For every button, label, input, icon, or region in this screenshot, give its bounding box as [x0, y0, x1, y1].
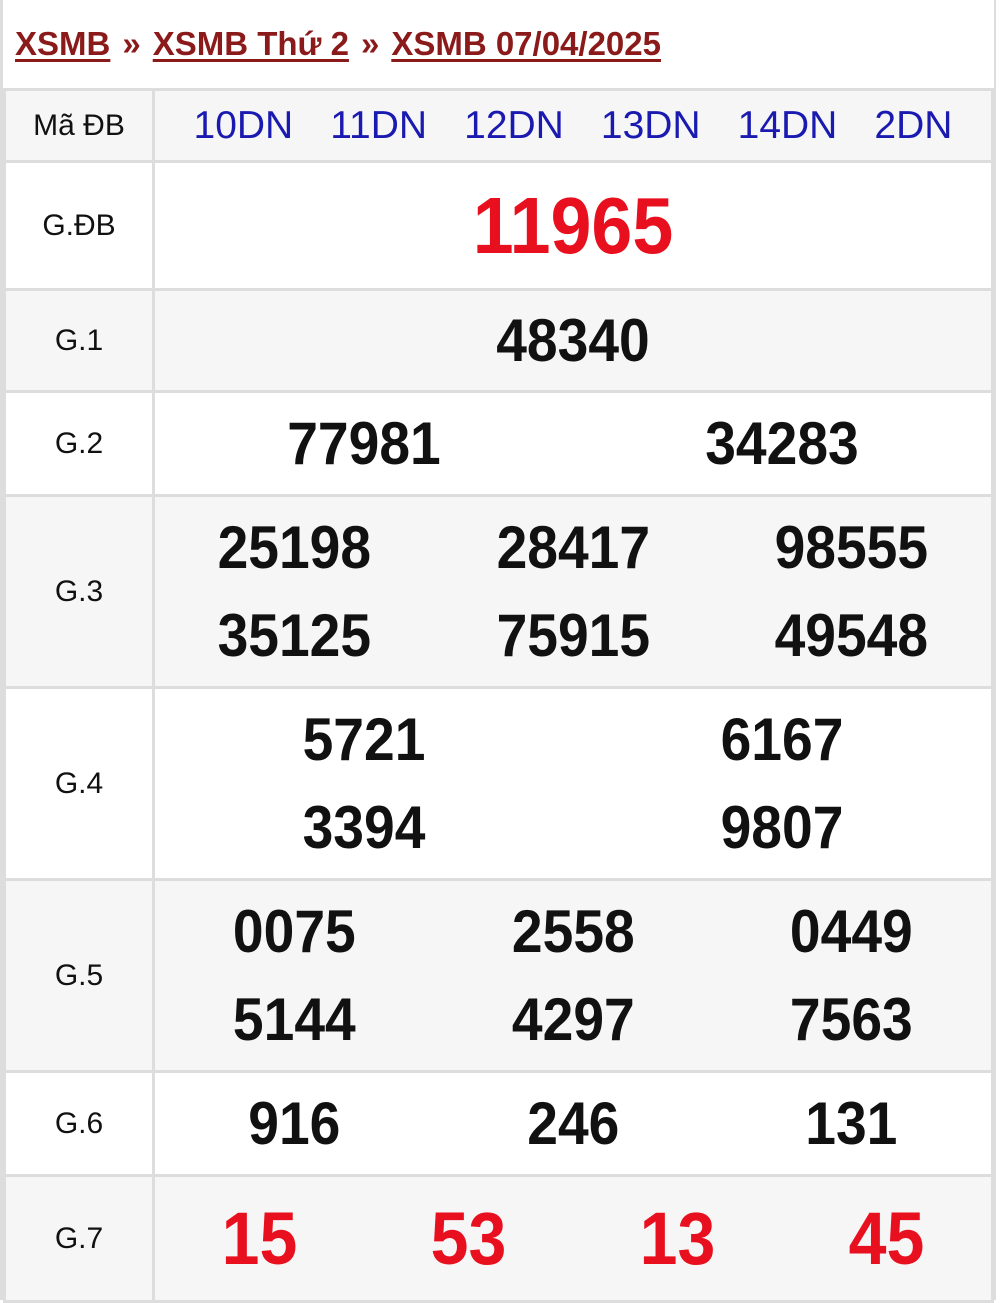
prize-number: 9807: [720, 793, 844, 861]
special-code-label: Mã ĐB: [3, 88, 155, 163]
prize-number: 28417: [496, 513, 650, 581]
prize-number: 2558: [511, 897, 635, 965]
prize-numbers: 0075 2558 0449 5144 4297 7563: [152, 878, 994, 1073]
prize-label: G.5: [3, 878, 155, 1073]
prize-row: G.ĐB 11965: [3, 160, 994, 291]
prize-row: G.4 5721 6167 3394 9807: [3, 686, 994, 881]
special-code: 2DN: [874, 103, 953, 147]
prize-numbers: 48340: [152, 288, 994, 393]
special-code: 13DN: [600, 103, 701, 147]
prize-number: 35125: [217, 601, 372, 669]
prize-number: 49548: [774, 601, 929, 669]
prize-number: 0449: [790, 897, 914, 965]
prize-number: 5144: [232, 985, 356, 1053]
prize-number: 75915: [496, 601, 650, 669]
prize-label: G.4: [3, 686, 155, 881]
breadcrumb-xsmb-date[interactable]: XSMB 07/04/2025: [391, 25, 661, 62]
prize-row: G.7 15 53 13 45: [3, 1174, 994, 1303]
special-code: 10DN: [193, 103, 294, 147]
prize-number: 45: [848, 1196, 925, 1280]
prize-number: 13: [639, 1196, 716, 1280]
prize-label: G.ĐB: [3, 160, 155, 291]
special-codes: 10DN 11DN 12DN 13DN 14DN 2DN: [152, 88, 994, 163]
prize-number: 48340: [496, 306, 650, 374]
special-code: 14DN: [737, 103, 838, 147]
prize-number: 0075: [232, 897, 356, 965]
breadcrumb-separator: »: [360, 25, 380, 62]
prize-label: G.6: [3, 1070, 155, 1177]
prize-label: G.1: [3, 288, 155, 393]
prize-number: 4297: [511, 985, 635, 1053]
prize-number: 53: [430, 1196, 507, 1280]
prize-numbers: 5721 6167 3394 9807: [152, 686, 994, 881]
prize-number: 15: [221, 1196, 298, 1280]
prize-number: 131: [805, 1089, 898, 1157]
breadcrumb-separator: »: [122, 25, 141, 62]
prize-number: 77981: [287, 409, 441, 477]
special-code: 12DN: [464, 103, 564, 147]
prize-number: 3394: [302, 793, 426, 861]
prize-number: 7563: [790, 985, 914, 1053]
results-table: Mã ĐB 10DN 11DN 12DN 13DN 14DN 2DN G.ĐB 1…: [3, 88, 994, 1303]
prize-numbers: 916 246 131: [152, 1070, 994, 1177]
special-code: 11DN: [330, 103, 428, 147]
prize-label: G.3: [3, 494, 155, 689]
prize-number: 246: [526, 1089, 620, 1157]
prize-label: G.7: [3, 1174, 155, 1303]
prize-row: G.3 25198 28417 98555 35125 75915 49548: [3, 494, 994, 689]
prize-row: G.5 0075 2558 0449 5144 4297 7563: [3, 878, 994, 1073]
breadcrumb-xsmb[interactable]: XSMB: [15, 25, 111, 62]
special-code-row: Mã ĐB 10DN 11DN 12DN 13DN 14DN 2DN: [3, 88, 994, 163]
prize-numbers: 25198 28417 98555 35125 75915 49548: [152, 494, 994, 689]
prize-number: 6167: [720, 705, 844, 773]
prize-numbers: 11965: [152, 160, 994, 291]
prize-number: 98555: [774, 513, 929, 581]
prize-numbers: 15 53 13 45: [152, 1174, 994, 1303]
breadcrumb-xsmb-thu-2[interactable]: XSMB Thứ 2: [152, 25, 349, 62]
prize-row: G.6 916 246 131: [3, 1070, 994, 1177]
prize-number: 25198: [217, 513, 372, 581]
prize-number: 34283: [705, 409, 859, 477]
prize-label: G.2: [3, 390, 155, 497]
breadcrumb: XSMB » XSMB Thứ 2 » XSMB 07/04/2025: [3, 0, 994, 88]
prize-numbers: 77981 34283: [152, 390, 994, 497]
prize-row: G.1 48340: [3, 288, 994, 393]
prize-row: G.2 77981 34283: [3, 390, 994, 497]
prize-number: 11965: [472, 180, 674, 270]
prize-number: 5721: [302, 705, 426, 773]
prize-number: 916: [248, 1089, 341, 1157]
